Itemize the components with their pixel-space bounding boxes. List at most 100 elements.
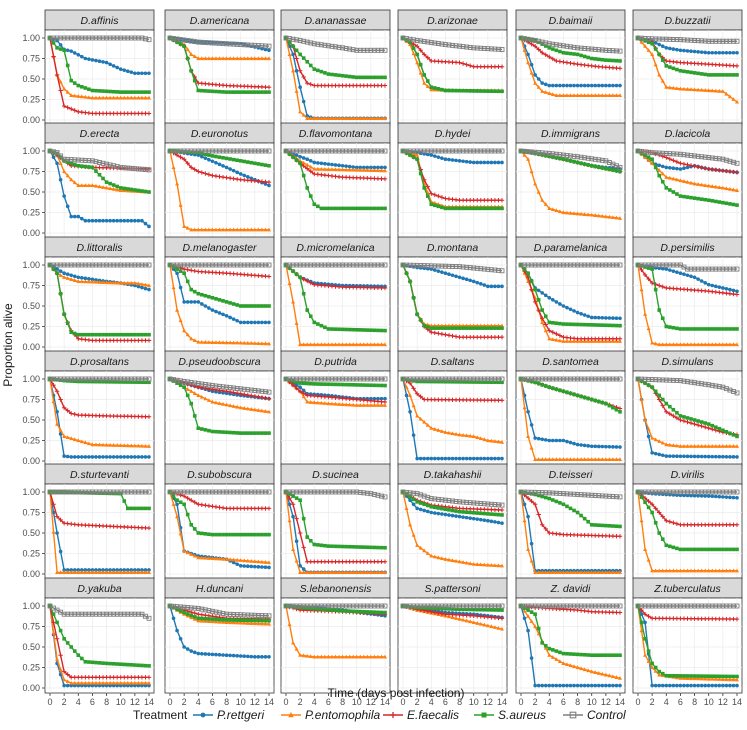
marker-p-rettgeri bbox=[66, 49, 70, 53]
marker-s-aureus bbox=[376, 546, 380, 550]
marker-s-aureus bbox=[447, 326, 451, 330]
marker-s-aureus bbox=[547, 385, 551, 389]
marker-s-aureus bbox=[235, 90, 239, 94]
marker-s-aureus bbox=[454, 326, 458, 330]
marker-s-aureus bbox=[721, 428, 725, 432]
marker-p-rettgeri bbox=[714, 455, 718, 459]
marker-s-aureus bbox=[267, 431, 271, 435]
marker-s-aureus bbox=[572, 323, 576, 327]
marker-p-rettgeri bbox=[654, 41, 658, 45]
marker-s-aureus bbox=[572, 160, 576, 164]
marker-s-aureus bbox=[376, 329, 380, 333]
marker-p-rettgeri bbox=[533, 73, 537, 77]
marker-s-aureus bbox=[647, 383, 651, 387]
marker-s-aureus bbox=[369, 383, 373, 387]
marker-s-aureus bbox=[693, 418, 697, 422]
marker-s-aureus bbox=[593, 165, 597, 169]
marker-p-rettgeri bbox=[59, 269, 63, 273]
marker-s-aureus bbox=[80, 164, 84, 168]
marker-s-aureus bbox=[369, 76, 373, 80]
marker-s-aureus bbox=[316, 322, 320, 326]
marker-p-rettgeri bbox=[544, 294, 548, 298]
marker-s-aureus bbox=[228, 431, 232, 435]
marker-s-aureus bbox=[225, 300, 229, 304]
marker-s-aureus bbox=[264, 163, 268, 167]
marker-p-rettgeri bbox=[59, 550, 63, 554]
marker-s-aureus bbox=[661, 180, 665, 184]
marker-s-aureus bbox=[500, 326, 504, 330]
marker-s-aureus bbox=[440, 88, 444, 92]
marker-p-rettgeri bbox=[260, 565, 264, 569]
marker-p-rettgeri bbox=[583, 84, 587, 88]
marker-s-aureus bbox=[204, 428, 208, 432]
marker-s-aureus bbox=[298, 162, 302, 166]
marker-s-aureus bbox=[115, 333, 119, 337]
marker-s-aureus bbox=[327, 72, 331, 76]
marker-s-aureus bbox=[186, 280, 190, 284]
marker-p-rettgeri bbox=[175, 503, 179, 507]
marker-s-aureus bbox=[119, 186, 123, 190]
marker-s-aureus bbox=[228, 90, 232, 94]
marker-p-rettgeri bbox=[440, 457, 444, 461]
marker-s-aureus bbox=[689, 196, 693, 200]
marker-p-rettgeri bbox=[144, 71, 148, 75]
marker-p-rettgeri bbox=[130, 70, 134, 74]
marker-s-aureus bbox=[682, 415, 686, 419]
marker-s-aureus bbox=[55, 46, 59, 50]
marker-p-rettgeri bbox=[98, 455, 102, 459]
marker-s-aureus bbox=[186, 57, 190, 61]
marker-p-rettgeri bbox=[664, 46, 668, 50]
marker-p-rettgeri bbox=[668, 454, 672, 458]
marker-s-aureus bbox=[682, 70, 686, 74]
marker-p-rettgeri bbox=[593, 445, 597, 449]
marker-p-rettgeri bbox=[193, 300, 197, 304]
facet-title-d-santomea: D.santomea bbox=[542, 356, 599, 368]
marker-s-aureus bbox=[232, 90, 236, 94]
marker-s-aureus bbox=[590, 57, 594, 61]
marker-s-aureus bbox=[305, 535, 309, 539]
marker-s-aureus bbox=[179, 42, 183, 46]
marker-s-aureus bbox=[572, 393, 576, 397]
marker-s-aureus bbox=[362, 383, 366, 387]
marker-p-rettgeri bbox=[422, 457, 426, 461]
marker-s-aureus bbox=[69, 330, 73, 334]
marker-p-rettgeri bbox=[69, 49, 73, 53]
marker-s-aureus bbox=[207, 429, 211, 433]
marker-s-aureus bbox=[447, 207, 451, 211]
marker-s-aureus bbox=[562, 390, 566, 394]
marker-p-rettgeri bbox=[225, 314, 229, 318]
marker-s-aureus bbox=[351, 207, 355, 211]
marker-s-aureus bbox=[419, 318, 423, 322]
marker-s-aureus bbox=[232, 302, 236, 306]
marker-p-rettgeri bbox=[558, 439, 562, 443]
marker-p-rettgeri bbox=[593, 84, 597, 88]
marker-p-rettgeri bbox=[615, 84, 619, 88]
marker-p-rettgeri bbox=[232, 317, 236, 321]
marker-s-aureus bbox=[714, 327, 718, 331]
marker-s-aureus bbox=[440, 206, 444, 210]
marker-s-aureus bbox=[686, 195, 690, 199]
marker-s-aureus bbox=[569, 392, 573, 396]
marker-p-rettgeri bbox=[320, 162, 324, 166]
marker-s-aureus bbox=[586, 323, 590, 327]
marker-p-rettgeri bbox=[601, 445, 605, 449]
marker-s-aureus bbox=[668, 188, 672, 192]
marker-p-rettgeri bbox=[586, 314, 590, 318]
marker-s-aureus bbox=[189, 523, 193, 527]
marker-s-aureus bbox=[707, 198, 711, 202]
marker-p-rettgeri bbox=[608, 316, 612, 320]
marker-p-rettgeri bbox=[405, 394, 409, 398]
marker-s-aureus bbox=[590, 323, 594, 327]
marker-s-aureus bbox=[133, 90, 137, 94]
marker-s-aureus bbox=[312, 543, 316, 547]
marker-s-aureus bbox=[214, 533, 218, 537]
marker-s-aureus bbox=[721, 73, 725, 77]
marker-s-aureus bbox=[415, 157, 419, 161]
marker-p-rettgeri bbox=[479, 457, 483, 461]
marker-s-aureus bbox=[207, 153, 211, 157]
marker-p-rettgeri bbox=[696, 50, 700, 54]
marker-s-aureus bbox=[422, 186, 426, 190]
marker-s-aureus bbox=[672, 408, 676, 412]
marker-s-aureus bbox=[305, 60, 309, 64]
marker-p-rettgeri bbox=[91, 455, 95, 459]
